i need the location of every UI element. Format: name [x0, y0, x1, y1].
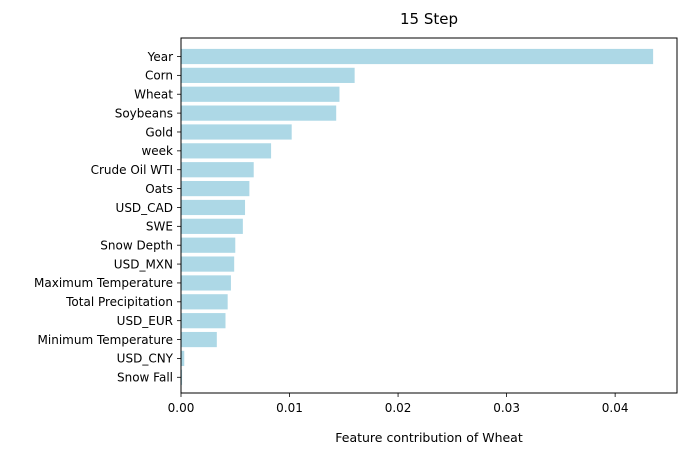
y-tick-label: SWE: [146, 220, 173, 234]
y-tick-label: Minimum Temperature: [38, 333, 173, 347]
bar-snow-fall: [181, 369, 183, 385]
y-tick-label: Crude Oil WTI: [91, 163, 173, 177]
x-tick-label: 0.02: [385, 401, 412, 415]
y-tick-label: USD_EUR: [117, 314, 173, 328]
x-tick-label: 0.01: [276, 401, 303, 415]
x-tick-label: 0.04: [602, 401, 629, 415]
y-tick-label: USD_CAD: [116, 201, 173, 215]
y-tick-label: Wheat: [134, 88, 173, 102]
y-tick-label: Oats: [145, 182, 173, 196]
y-tick-label: Total Precipitation: [65, 295, 173, 309]
bar-wheat: [181, 86, 340, 102]
y-tick-label: USD_MXN: [114, 257, 173, 271]
y-tick-label: Soybeans: [115, 106, 173, 120]
bar-swe: [181, 218, 243, 234]
bars-group: [181, 48, 654, 385]
x-axis-label: Feature contribution of Wheat: [335, 430, 523, 445]
bar-usd-cad: [181, 199, 246, 216]
bar-usd-mxn: [181, 256, 235, 272]
bar-gold: [181, 124, 292, 140]
y-tick-label: USD_CNY: [117, 352, 174, 366]
y-tick-label: Gold: [145, 125, 173, 139]
bar-total-precipitation: [181, 294, 228, 310]
bar-maximum-temperature: [181, 275, 231, 291]
y-tick-label: Snow Depth: [100, 239, 173, 253]
bar-minimum-temperature: [181, 331, 217, 348]
x-tick-label: 0.03: [493, 401, 520, 415]
y-tick-label: week: [141, 144, 173, 158]
bar-year: [181, 48, 654, 65]
axes-frame: [180, 37, 678, 394]
bar-oats: [181, 180, 250, 197]
bar-usd-cny: [181, 350, 185, 367]
bar-usd-eur: [181, 313, 226, 329]
x-tick-label: 0.00: [168, 401, 195, 415]
bar-week: [181, 143, 272, 159]
bar-soybeans: [181, 105, 337, 121]
y-tick-label: Maximum Temperature: [34, 276, 173, 290]
y-tick-label: Year: [147, 50, 173, 64]
chart-title: 15 Step: [400, 10, 458, 28]
y-tick-label: Snow Fall: [117, 371, 173, 385]
y-axis-ticks: Year Corn Wheat Soybeans Gold week Crude Oil W…: [34, 50, 181, 385]
x-axis-ticks: 0.00 0.01 0.02 0.03 0.04: [168, 393, 629, 415]
y-tick-label: Corn: [145, 69, 173, 83]
bar-snow-depth: [181, 237, 236, 253]
bar-corn: [181, 67, 355, 83]
bar-crude-oil-wti: [181, 162, 254, 178]
